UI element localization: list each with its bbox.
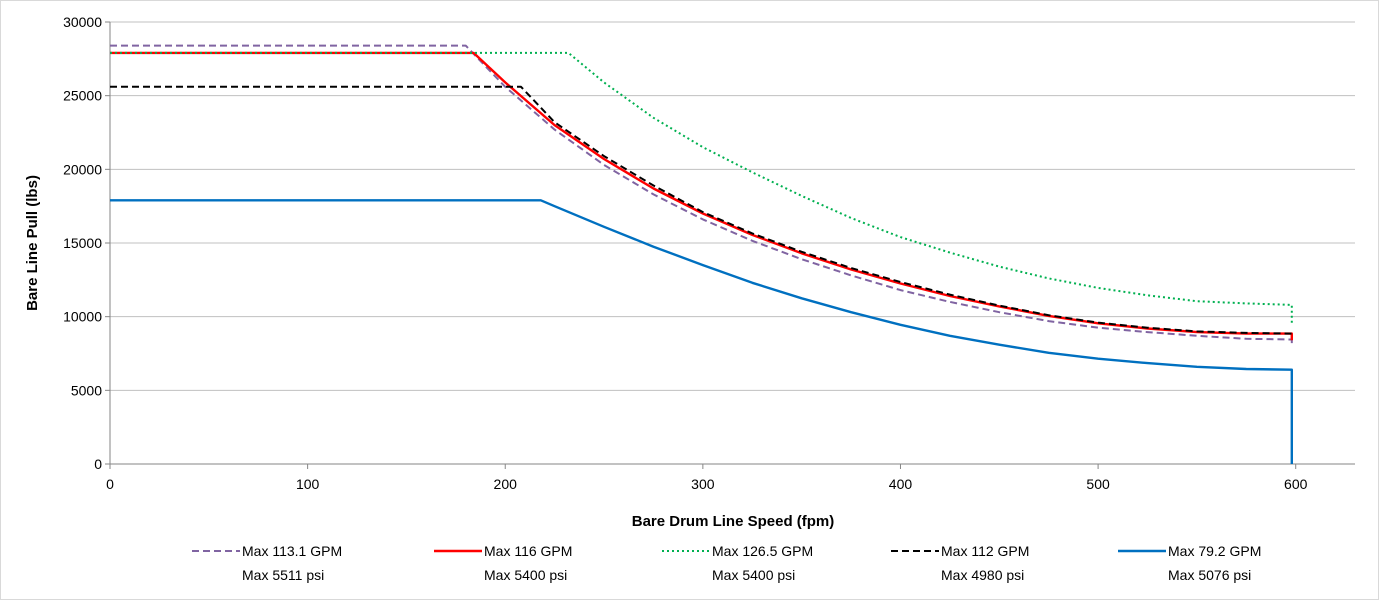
series-line-1 [110,44,1293,347]
series-line-4 [110,85,1292,335]
legend-label-line2: Max 5511 psi [242,567,324,583]
x-tick-label: 100 [296,476,320,492]
legend-label-line2: Max 4980 psi [941,567,1024,583]
legend-label: Max 79.2 GPM [1168,543,1261,559]
x-tick-label: 200 [494,476,518,492]
x-tick-label: 0 [106,476,114,492]
gridlines [110,21,1355,391]
y-axis-ticks: 0 5000 10000 15000 20000 25000 30000 [63,14,110,472]
x-tick-label: 500 [1086,476,1110,492]
y-tick-label: 10000 [63,309,102,325]
x-tick-label: 400 [889,476,913,492]
legend-entry-5: Max 79.2 GPM Max 5076 psi [1118,543,1261,583]
x-axis-title: Bare Drum Line Speed (fpm) [632,513,835,530]
x-tick-label: 300 [691,476,715,492]
series-lines [110,44,1294,464]
y-tick-label: 0 [94,456,102,472]
legend-label-line2: Max 5400 psi [712,567,795,583]
legend-label-line2: Max 5400 psi [484,567,567,583]
y-tick-label: 15000 [63,235,102,251]
legend-entry-1: Max 113.1 GPM Max 5511 psi [192,543,342,583]
y-tick-label: 25000 [63,88,102,104]
legend-label: Max 113.1 GPM [242,543,342,559]
legend-label: Max 116 GPM [484,543,572,559]
legend-entry-2: Max 116 GPM Max 5400 psi [434,543,572,583]
legend-label: Max 112 GPM [941,543,1029,559]
series-line-3 [110,51,1293,324]
axes [109,22,1355,465]
legend-entry-4: Max 112 GPM Max 4980 psi [891,543,1029,583]
y-tick-label: 5000 [71,382,102,398]
legend-entry-3: Max 126.5 GPM Max 5400 psi [662,543,813,583]
legend-label-line2: Max 5076 psi [1168,567,1251,583]
series-line-5 [110,199,1294,464]
y-tick-label: 30000 [63,14,102,30]
x-tick-label: 600 [1284,476,1308,492]
x-axis-ticks: 0 100 200 300 400 500 600 [106,464,1308,492]
y-tick-label: 20000 [63,161,102,177]
legend-label: Max 126.5 GPM [712,543,813,559]
y-axis-title: Bare Line Pull (lbs) [24,175,41,311]
